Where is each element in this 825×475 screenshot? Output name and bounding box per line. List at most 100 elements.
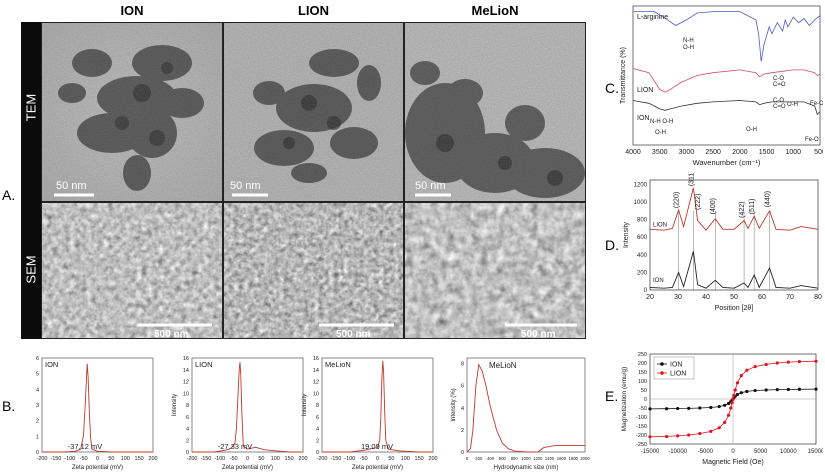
column-header-melion: MeLioN (471, 3, 519, 18)
column-header-ion: ION (120, 3, 144, 18)
x-tick-label: 1400 (545, 456, 555, 461)
y-tick-label: 16 (313, 356, 319, 362)
series-label: ION (653, 278, 664, 284)
x-tick-label: 80 (814, 294, 822, 301)
x-tick-label: -150 (330, 456, 341, 462)
peak-annotation: C-O (773, 76, 784, 82)
magnetization-chart: 250 200 150 100 50 0 -50 -100 -150 -200 -250-15000… (621, 352, 823, 466)
x-axis-label: Position [2θ] (715, 305, 754, 312)
y-tick-label: 0 (644, 288, 648, 294)
y-tick-label: 400 (637, 253, 648, 259)
x-tick-label: -200 (186, 456, 197, 462)
x-tick-label: -200 (316, 456, 327, 462)
x-tick-label: 1200 (533, 456, 543, 461)
data-point (764, 362, 768, 367)
data-point (717, 404, 721, 409)
y-tick-label: 6 (461, 384, 464, 390)
panel-label-c: C. (605, 80, 619, 96)
y-tick-label: -150 (636, 424, 647, 430)
y-tick-label: 0 (36, 450, 39, 456)
data-point (665, 434, 669, 439)
zeta-value-label: -37.12 mV (68, 442, 103, 451)
sem-scale-label: 500 nm (154, 329, 189, 339)
x-tick-label: -5000 (698, 449, 714, 455)
y-tick-label: 14 (183, 368, 189, 374)
x-tick-label: 1500 (759, 149, 775, 156)
y-tick-label: 200 (638, 361, 647, 367)
y-tick-label: 600 (637, 235, 648, 241)
data-point (723, 403, 727, 407)
y-tick-label: 800 (637, 218, 648, 224)
data-point (786, 360, 790, 364)
data-point (730, 401, 734, 405)
plot-frame (466, 357, 586, 453)
x-tick-label: -200 (36, 456, 47, 462)
x-tick-label: 1000 (785, 149, 801, 156)
data-point (665, 407, 669, 411)
y-tick-label: -100 (636, 415, 647, 421)
y-tick-label: 8 (316, 403, 319, 409)
y-tick-label: 8 (461, 362, 464, 368)
panel-label-b: B. (2, 398, 16, 414)
x-tick-label: 0 (731, 449, 735, 455)
plot-frame (321, 357, 434, 453)
y-tick-label: 10 (183, 391, 189, 397)
peak-annotation: O-H (787, 102, 798, 108)
peak-label: (440) (765, 191, 772, 207)
x-tick-label: 2000 (732, 149, 748, 156)
y-tick-label: 4 (461, 406, 464, 412)
y-tick-label: 100 (638, 379, 647, 385)
peak-label: (400) (710, 198, 717, 214)
x-axis-label: Zeta potential (mV) (72, 465, 123, 471)
x-tick-label: 20 (646, 294, 654, 301)
sem-image-melion: 500 nm (404, 202, 586, 339)
sem-image-ion: 500 nm (41, 202, 223, 339)
y-tick-label: 2 (316, 438, 319, 444)
x-tick-label: 0 (466, 456, 469, 461)
x-tick-label: 40 (702, 294, 710, 301)
zeta-curve (322, 360, 433, 453)
tem-scale-label: 50 nm (230, 180, 261, 192)
y-tick-label: 12 (313, 380, 319, 386)
x-tick-label: -100 (344, 456, 355, 462)
row-label-bar (21, 22, 41, 339)
x-tick-label: 2000 (580, 456, 590, 461)
data-point (797, 359, 801, 364)
peak-annotation: O-H (683, 45, 694, 51)
x-tick-label: 0 (96, 456, 99, 462)
y-tick-label: 0 (316, 450, 319, 456)
peak-annotation: C=O (773, 82, 786, 88)
x-tick-label: 200 (475, 456, 483, 461)
data-point (814, 359, 818, 363)
peak-label: (422) (739, 201, 746, 217)
peak-annotation: Fe-O (805, 137, 819, 143)
series-label: LION (637, 87, 653, 94)
y-tick-label: 6 (316, 415, 319, 421)
x-axis-label: Hydrodynamic size (nm) (494, 465, 559, 471)
peak-annotation: N-H O-H (650, 119, 673, 125)
y-tick-label: 16 (183, 356, 189, 362)
peak-annotation: C-O (773, 98, 784, 104)
data-point (648, 435, 652, 439)
data-point (753, 365, 757, 369)
x-tick-label: 600 (499, 456, 507, 461)
x-tick-label: -150 (50, 456, 61, 462)
x-tick-label: 60 (758, 294, 766, 301)
y-tick-label: 6 (186, 415, 189, 421)
y-tick-label: -250 (636, 442, 647, 448)
data-point (698, 406, 702, 410)
x-tick-label: -100 (214, 456, 225, 462)
data-point (814, 387, 818, 391)
y-tick-label: 6 (36, 356, 39, 362)
peak-annotation: O-H (655, 130, 666, 136)
data-point (723, 420, 727, 424)
x-tick-label: 50 (388, 456, 394, 462)
y-tick-label: 2 (36, 419, 39, 425)
x-tick-label: 150 (135, 456, 144, 462)
x-tick-label: 30 (674, 294, 682, 301)
x-axis-label: Wavenumber (cm⁻¹) (693, 158, 761, 167)
data-point (709, 429, 713, 433)
y-tick-label: 10 (313, 391, 319, 397)
